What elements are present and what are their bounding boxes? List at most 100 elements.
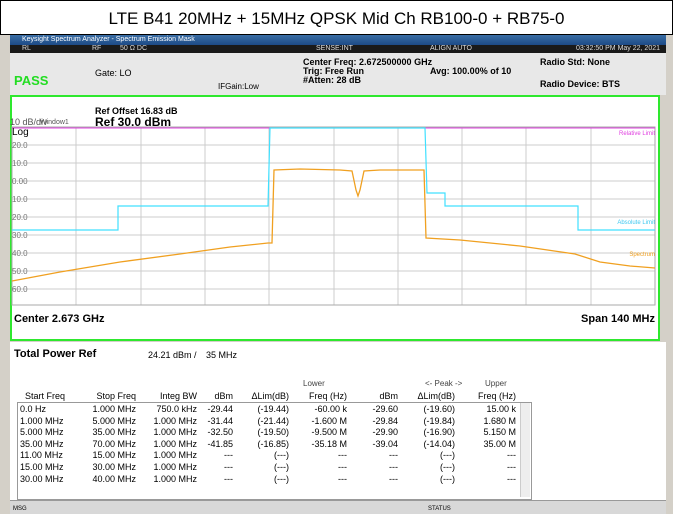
table-cell: 40.00 MHz [92,473,136,484]
scrollbar[interactable] [520,403,530,497]
table-cell: --- [338,473,347,484]
table-cell: -29.84 [372,415,398,426]
ref-offset: Ref Offset 16.83 dB [95,106,178,116]
log: Log [12,127,29,138]
table-cell: 1.000 MHz [153,450,197,461]
table-cell: 1.000 MHz [153,438,197,449]
column-header: Integ BW [159,391,197,401]
y-label: 10.0 [12,195,28,204]
status-label: STATUS [428,506,451,512]
table-cell: -29.60 [372,404,398,414]
table-cell: 1.680 M [483,415,516,426]
table-cell: --- [338,450,347,461]
table-cell: (-19.60) [423,404,455,414]
table-cell: 35.00 MHz [20,438,64,449]
center-freq: Center Freq: 2.672500000 GHz [303,57,433,67]
table-cell: (---) [440,473,455,484]
status-item: SENSE:INT [316,45,353,52]
column-header: ΔLim(dB) [417,391,455,401]
table-cell: 1.000 MHz [153,473,197,484]
table-cell: (-19.44) [257,404,289,414]
table-cell: (-19.50) [257,427,289,438]
y-label: 30.0 [12,231,28,240]
column-header: ΔLim(dB) [251,391,289,401]
table-cell: (---) [274,462,289,472]
status-row [10,45,666,53]
column-header: Start Freq [25,391,66,401]
table-cell: (-19.84) [423,415,455,426]
table-cell: 0.0 Hz [20,404,47,414]
table-cell: 1.000 MHz [153,462,197,472]
column-header: Stop Freq [96,391,136,401]
table-cell: 5.000 MHz [92,415,136,426]
radio-std: Radio Std: None [540,57,610,67]
table-cell: (---) [274,450,289,461]
window-label: Window1 [40,119,69,126]
y-label: 20.0 [12,141,28,150]
center: Center 2.673 GHz [14,313,105,325]
status-item: 50 Ω DC [120,45,148,52]
table-cell: --- [389,462,398,472]
if-gain: IFGain:Low [218,82,259,91]
table-cell: --- [389,473,398,484]
table-cell: (---) [440,450,455,461]
y-label: 50.0 [12,267,28,276]
ref-level: Ref 30.0 dBm [95,115,172,129]
table-cell: -60.00 k [314,404,347,414]
table-cell: -31.44 [207,415,233,426]
table-cell: 11.00 MHz [20,450,63,461]
table-cell: --- [224,450,233,461]
footer [10,500,666,514]
clock: 03:32:50 PM May 22, 2021 [575,45,660,52]
table-cell: -29.90 [372,427,398,438]
table-cell: (-14.04) [423,438,455,449]
table-cell: --- [507,450,516,461]
table-cell: 35.00 MHz [92,427,136,438]
trigger: Trig: Free Run [303,66,365,76]
trace-label: Relative Limit [618,131,655,137]
table-cell: 15.00 k [486,404,516,414]
y-label: 20.0 [12,213,28,222]
total-power-label: Total Power Ref [14,348,97,360]
attenuation: #Atten: 28 dB [303,75,362,85]
status-item: RF [92,45,102,52]
table-cell: 1.000 MHz [153,427,197,438]
table-cell: 5.000 MHz [20,427,64,438]
table-cell: -9.500 M [311,427,347,438]
table-cell: (---) [440,462,455,472]
table-cell: --- [507,473,516,484]
gate: Gate: LO [95,68,132,78]
table-cell: -39.04 [372,438,398,449]
table-cell: -32.50 [207,427,233,438]
column-header: Freq (Hz) [309,391,347,401]
y-label: 40.0 [12,249,28,258]
span: Span 140 MHz [581,313,655,325]
total-power-value: 24.21 dBm / [148,350,197,360]
table-cell: --- [224,462,233,472]
y-label: 10.0 [12,159,28,168]
radio-device: Radio Device: BTS [540,79,621,89]
status-item: ALIGN AUTO [430,45,472,52]
table-cell: (-21.44) [257,415,289,426]
column-header: dBm [214,391,233,401]
table-cell: 70.00 MHz [92,438,136,449]
table-cell: (-16.90) [423,427,455,438]
window-title: Keysight Spectrum Analyzer - Spectrum Em… [22,36,195,43]
banner: LTE B41 20MHz + 15MHz QPSK Mid Ch RB100-… [0,0,673,35]
table-cell: 1.000 MHz [20,415,64,426]
table-cell: 15.00 MHz [20,462,64,472]
column-header: dBm [379,391,398,401]
table-cell: -1.600 M [311,415,347,426]
title-bar [10,35,666,45]
table-cell: 1.000 MHz [153,415,197,426]
table-cell: --- [338,462,347,472]
column-group: <- Peak -> [425,379,463,388]
column-header: Freq (Hz) [478,391,516,401]
graph-frame [10,95,660,341]
table-cell: -41.85 [207,438,233,449]
table-cell: (-16.85) [257,438,289,449]
table-cell: --- [224,473,233,484]
absolute-limit [12,127,655,231]
